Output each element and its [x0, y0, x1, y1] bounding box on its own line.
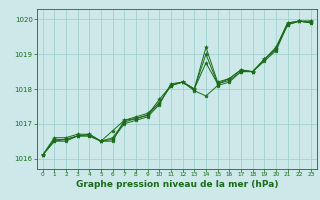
X-axis label: Graphe pression niveau de la mer (hPa): Graphe pression niveau de la mer (hPa) [76, 180, 278, 189]
